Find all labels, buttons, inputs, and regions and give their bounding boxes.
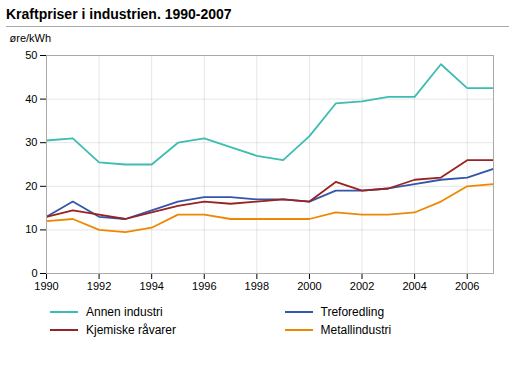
html-text:Annen industri: Annen industri <box>86 305 163 319</box>
svg-text:1998: 1998 <box>245 280 269 292</box>
svg-text:30: 30 <box>25 136 37 148</box>
html-text:Treforedling: Treforedling <box>320 305 385 319</box>
svg-text:40: 40 <box>25 93 37 105</box>
svg-text:10: 10 <box>25 223 37 235</box>
svg-text:1990: 1990 <box>34 280 58 292</box>
svg-text:1996: 1996 <box>192 280 216 292</box>
svg-text:1994: 1994 <box>139 280 163 292</box>
svg-text:50: 50 <box>25 49 37 61</box>
svg-text:20: 20 <box>25 180 37 192</box>
html-text:Kjemiske råvarer: Kjemiske råvarer <box>86 323 176 337</box>
svg-text:1992: 1992 <box>87 280 111 292</box>
svg-text:2002: 2002 <box>350 280 374 292</box>
html-text:Kraftpriser i industrien. 1990: Kraftpriser i industrien. 1990-2007 <box>6 6 232 22</box>
html-text:Metallindustri: Metallindustri <box>320 323 392 337</box>
svg-text:2000: 2000 <box>297 280 321 292</box>
svg-text:øre/kWh: øre/kWh <box>10 32 52 44</box>
svg-text:2006: 2006 <box>455 280 479 292</box>
svg-text:0: 0 <box>31 267 37 279</box>
svg-text:2004: 2004 <box>402 280 426 292</box>
